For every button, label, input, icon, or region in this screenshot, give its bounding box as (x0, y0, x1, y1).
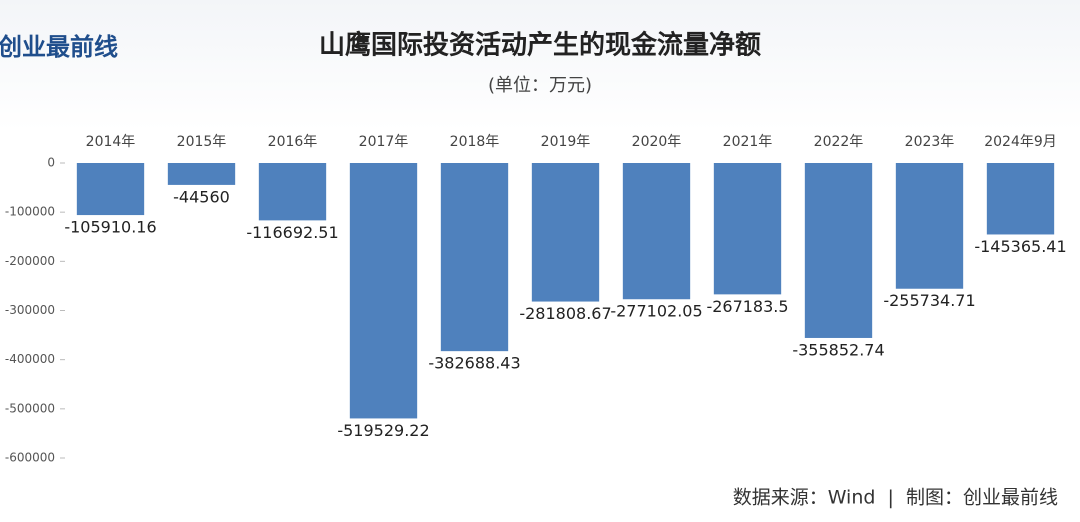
data-label: -382688.43 (428, 354, 520, 373)
x-tick-label: 2021年 (723, 134, 773, 150)
data-label: -267183.5 (706, 297, 788, 316)
x-tick-label: 2015年 (177, 134, 227, 150)
logo: 创业最前线 (0, 33, 118, 61)
data-label: -255734.71 (883, 291, 975, 310)
bar (986, 163, 1055, 235)
x-tick-label: 2022年 (814, 134, 864, 150)
x-tick-label: 2023年 (905, 134, 955, 150)
x-tick-label: 2020年 (632, 134, 682, 150)
y-tick-label: -200000 (5, 254, 55, 268)
bar (440, 163, 509, 352)
y-tick-label: -400000 (5, 352, 55, 366)
data-label: -44560 (173, 187, 230, 206)
x-tick-label: 2014年 (86, 134, 136, 150)
source-note: 数据来源：Wind | 制图：创业最前线 (733, 487, 1058, 509)
data-label: -355852.74 (792, 340, 884, 359)
bar (804, 163, 873, 338)
y-tick-label: -500000 (5, 401, 55, 415)
y-tick-label: 0 (47, 156, 55, 170)
data-label: -116692.51 (246, 223, 338, 242)
bar (531, 163, 600, 302)
bar (349, 163, 418, 419)
data-label: -281808.67 (519, 304, 611, 323)
data-label: -145365.41 (974, 237, 1066, 256)
bar (713, 163, 782, 295)
data-label: -519529.22 (337, 421, 429, 440)
y-tick-label: -600000 (5, 451, 55, 465)
bar (258, 163, 327, 221)
x-tick-label: 2019年 (541, 134, 591, 150)
chart-title: 山鹰国际投资活动产生的现金流量净额 (319, 30, 761, 61)
bar (895, 163, 964, 289)
chart-subtitle: (单位：万元) (488, 75, 592, 96)
y-tick-label: -300000 (5, 303, 55, 317)
data-label: -105910.16 (64, 218, 156, 237)
x-tick-label: 2017年 (359, 134, 409, 150)
bar (76, 163, 145, 216)
bar (167, 163, 236, 185)
y-tick-label: -100000 (5, 205, 55, 219)
bar (622, 163, 691, 300)
x-tick-label: 2018年 (450, 134, 500, 150)
x-tick-label: 2024年9月 (984, 134, 1057, 150)
x-tick-label: 2016年 (268, 134, 318, 150)
data-label: -277102.05 (610, 302, 702, 321)
